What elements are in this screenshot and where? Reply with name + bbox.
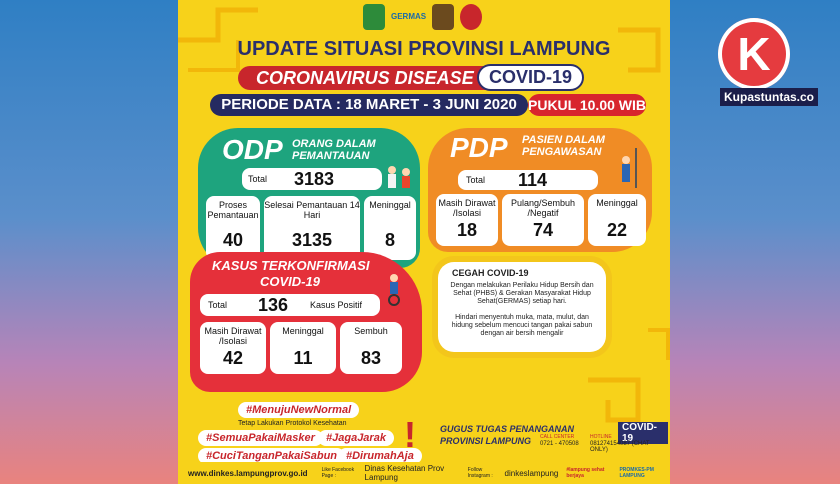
hashtag-jaga-jarak: #JagaJarak [318,430,394,446]
confirmed-total-label: Total [208,300,228,310]
military-emblem-icon [460,4,483,30]
odp-col-label: Selesai Pemantauan 14 Hari [264,200,360,220]
confirmed-cases-panel: KASUS TERKONFIRMASI COVID-19 Total 136 K… [190,252,422,392]
period-banner: PERIODE DATA : 18 MARET - 3 JUNI 2020 [210,94,528,116]
hashtag-dirumah: #DirumahAja [338,448,422,464]
poster-footer: www.dinkes.lampungprov.go.id Like Facebo… [178,462,670,484]
pdp-total-label: Total [466,175,486,185]
confirmed-subtitle: COVID-19 [260,274,320,289]
lampung-sehat-logo: #lampung sehat berjaya [566,467,605,479]
call-center-number: 0721 - 470508 [540,441,579,447]
police-badge-icon [432,4,455,30]
confirmed-col-label: Sembuh [354,326,388,336]
protocol-text: Tetap Lakukan Protokol Kesehatan [238,420,347,427]
odp-name-line2: PEMANTAUAN [292,150,370,162]
confirmed-col-label: Masih Dirawat /Isolasi [204,326,262,346]
instagram-handle[interactable]: dinkeslampung [504,468,559,478]
pdp-code: PDP [450,132,508,163]
odp-code: ODP [222,134,283,165]
confirmed-col-value: 11 [293,348,313,368]
provincial-seal-icon [363,4,385,30]
pdp-col-value: 22 [606,220,628,240]
facebook-page[interactable]: Dinas Kesehatan Prov Lampung [364,464,445,482]
prevention-text-1: Dengan melakukan Perilaku Hidup Bersih d… [450,282,594,305]
odp-total-label: Total [248,174,268,184]
disease-banner: CORONAVIRUS DISEASE COVID-19 [238,64,584,91]
wheelchair-illustration-icon [388,274,400,306]
website-link[interactable]: www.dinkes.lampungprov.go.id [188,468,308,478]
kupastuntas-site: Kupastuntas.co [720,88,819,106]
call-center-label: CALL CENTER [540,434,575,440]
time-banner: PUKUL 10.00 WIB [528,94,646,116]
confirmed-total: 136 [258,295,289,315]
odp-col-value: 3135 [291,230,333,250]
decorative-pattern [178,7,670,423]
prevention-box: CEGAH COVID-19 Dengan melakukan Perilaku… [438,262,606,352]
pdp-col-value: 18 [456,220,478,240]
odp-panel: ODP ORANG DALAM PEMANTAUAN Total 3183 Pr… [198,128,420,268]
odp-total: 3183 [294,169,335,189]
germas-logo: GERMAS [391,12,427,21]
pdp-name-line2: PENGAWASAN [522,146,602,158]
instagram-label: Follow Instagram : [467,467,493,479]
confirmed-col-value: 42 [222,348,244,368]
hashtag-masker: #SemuaPakaiMasker [198,430,323,446]
task-force-banner: GUGUS TUGAS PENANGANAN COVID-19 PROVINSI… [440,422,668,454]
kupastuntas-logo: K [718,18,790,90]
confirmed-col-label: Meninggal [282,326,324,336]
odp-name-line1: ORANG DALAM [292,138,376,150]
hashtag-cuci-tangan: #CuciTanganPakaiSabun [198,448,346,464]
patient-illustration-icon [622,148,637,188]
people-illustration-icon [388,166,410,188]
hotline-number: 081274154087 (CHAT ONLY) [590,441,650,453]
prevention-title: CEGAH COVID-19 [452,268,529,278]
task-force-province: PROVINSI LAMPUNG [440,436,532,446]
confirmed-title: KASUS TERKONFIRMASI [212,258,370,273]
pdp-col-label: Pulang/Sembuh /Negatif [510,198,576,218]
task-force-title: GUGUS TUGAS PENANGANAN [440,424,575,434]
pdp-name-line1: PASIEN DALAM [522,134,605,146]
promkes-logo: PROMKES-PM LAMPUNG [619,467,654,479]
exclamation-icon: ! [404,414,416,455]
kupastuntas-letter: K [737,28,771,80]
confirmed-col-value: 83 [360,348,382,368]
odp-col-label: Meninggal [369,200,411,210]
page-title: UPDATE SITUASI PROVINSI LAMPUNG [237,38,611,60]
task-force-covid: COVID-19 [618,422,668,444]
odp-col-label: Proses Pemantauan [207,200,259,220]
pdp-total: 114 [518,170,548,190]
logo-row: GERMAS [363,4,483,30]
covid-badge: COVID-19 [476,64,584,91]
pdp-col-label: Meninggal [596,198,638,208]
odp-col-value: 8 [384,230,395,250]
positive-cases-label: Kasus Positif [310,300,363,310]
hashtag-new-normal: #MenujuNewNormal [238,402,360,418]
disease-label: CORONAVIRUS DISEASE [256,68,474,88]
pdp-col-label: Masih Dirawat /Isolasi [438,198,496,218]
odp-col-value: 40 [222,230,244,250]
pdp-panel: PDP PASIEN DALAM PENGAWASAN Total 114 Ma… [428,128,652,252]
prevention-text-2: Hindari menyentuh muka, mata, mulut, dan… [451,314,593,337]
infographic-poster: GERMAS UPDATE SITUASI PROVINSI LAMPUNG C… [178,0,670,484]
hotline-label: HOTLINE [590,434,612,440]
pdp-col-value: 74 [532,220,554,240]
facebook-label: Like Facebook Page : [321,467,355,479]
